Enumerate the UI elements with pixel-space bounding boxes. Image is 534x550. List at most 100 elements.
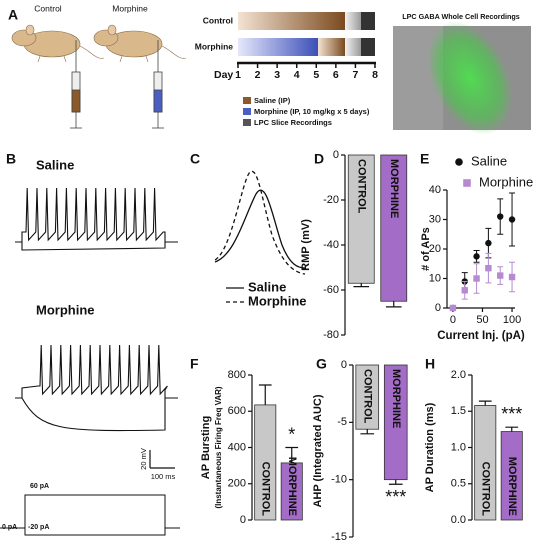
y-axis-label: (Instantaneous Firing Freq VAR) (214, 386, 223, 508)
y-tick-label: -5 (337, 416, 347, 428)
panel-letter: H (425, 356, 435, 372)
day-label: 3 (274, 69, 280, 81)
point (485, 239, 492, 247)
point (473, 275, 480, 282)
micrograph (393, 21, 531, 135)
mouse-label: Morphine (112, 3, 148, 13)
legend-text: Saline (IP) (254, 96, 291, 105)
day-label: 6 (333, 69, 339, 81)
y-tick-label: 0.0 (451, 514, 466, 526)
panel-letter: F (190, 356, 199, 372)
panel-letter: B (6, 151, 16, 167)
legend-text: Saline (248, 279, 286, 294)
category-label: CONTROL (259, 462, 271, 517)
category-label: MORPHINE (506, 457, 518, 516)
error-bar (360, 429, 375, 435)
legend-text: Saline (471, 153, 507, 168)
y-tick-label: 0.5 (451, 478, 466, 490)
point (485, 264, 492, 272)
y-tick-label: 0 (435, 302, 441, 314)
step-label: 0 pA (2, 524, 17, 531)
y-tick-label: 0 (341, 359, 347, 371)
panel-letter: E (420, 151, 429, 167)
panel-letter: G (316, 356, 327, 372)
ap-waveform (214, 170, 306, 275)
y-axis-label: AP Duration (ms) (424, 402, 436, 492)
day-label: 1 (235, 69, 241, 81)
significance: * (288, 424, 295, 444)
legend-text: Morphine (479, 174, 533, 189)
trace-label: Saline (36, 157, 74, 172)
day-label: 4 (294, 69, 300, 81)
error-bar (353, 283, 370, 288)
current-step (0, 494, 180, 536)
y-tick-label: 800 (228, 369, 246, 381)
image-title: LPC GABA Whole Cell Recordings (402, 12, 520, 21)
category-label: CONTROL (355, 159, 367, 214)
step-label: -20 pA (28, 524, 49, 531)
scale-bar (149, 450, 175, 469)
y-axis-label: AHP (Integrated AUC) (312, 394, 324, 507)
bar (355, 364, 380, 430)
ap-waveform (214, 189, 306, 269)
y-tick-label: 1.0 (451, 441, 466, 453)
legend-swatch (243, 119, 251, 126)
error-bar (505, 426, 519, 432)
timeline (237, 12, 376, 65)
category-label: MORPHINE (388, 159, 400, 218)
trace-label: Morphine (36, 302, 95, 317)
point (463, 179, 471, 187)
y-tick-label: 30 (429, 213, 441, 225)
legend-text: Morphine (248, 293, 307, 308)
bar (347, 154, 375, 284)
step-label: 60 pA (30, 483, 49, 490)
y-tick-label: -10 (331, 474, 347, 486)
error-bar (285, 446, 299, 463)
bar (380, 154, 408, 302)
y-tick-label: -20 (323, 194, 339, 206)
row-label: Control (203, 15, 233, 25)
y-tick-label: 600 (228, 405, 246, 417)
panel-letter: C (190, 151, 200, 167)
point (508, 273, 516, 281)
mouse-label: Control (34, 3, 62, 13)
voltage-trace (15, 187, 178, 251)
y-axis-label: RMP (mV) (300, 219, 312, 271)
y-tick-label: -60 (323, 284, 339, 296)
point (449, 304, 457, 312)
x-tick-label: 100 (503, 314, 521, 326)
point (497, 272, 504, 279)
day-label: 2 (255, 69, 261, 81)
error-bar (385, 301, 402, 308)
y-tick-label: 10 (429, 272, 441, 284)
error-bar (388, 479, 403, 485)
axis-label: Day (214, 69, 233, 81)
y-tick-label: 40 (429, 184, 441, 196)
legend-text: LPC Slice Recordings (254, 118, 332, 127)
panel-letter: A (8, 7, 18, 23)
y-tick-label: 0 (240, 514, 246, 526)
day-label: 7 (352, 69, 358, 81)
y-tick-label: 0 (333, 149, 339, 161)
x-axis-label: Current Inj. (pA) (437, 330, 525, 342)
x-tick-label: 50 (476, 314, 488, 326)
syringe (70, 40, 164, 129)
voltage-trace (15, 344, 178, 432)
point (461, 287, 468, 294)
row-label: Morphine (195, 41, 234, 51)
point (508, 216, 516, 223)
y-tick-label: -40 (323, 239, 339, 251)
significance: *** (385, 487, 406, 507)
legend-text: Morphine (IP, 10 mg/kg x 5 days) (254, 107, 370, 116)
y-tick-label: -80 (323, 329, 339, 341)
day-label: 5 (313, 69, 319, 81)
category-label: CONTROL (361, 369, 373, 424)
scale-label: 20 mV (139, 448, 148, 470)
legend-swatch (243, 108, 251, 115)
legend-swatch (243, 97, 251, 104)
y-tick-label: -15 (331, 531, 347, 543)
y-tick-label: 20 (429, 243, 441, 255)
y-tick-label: 200 (228, 478, 246, 490)
x-tick-label: 0 (450, 314, 456, 326)
error-bar (258, 384, 272, 405)
